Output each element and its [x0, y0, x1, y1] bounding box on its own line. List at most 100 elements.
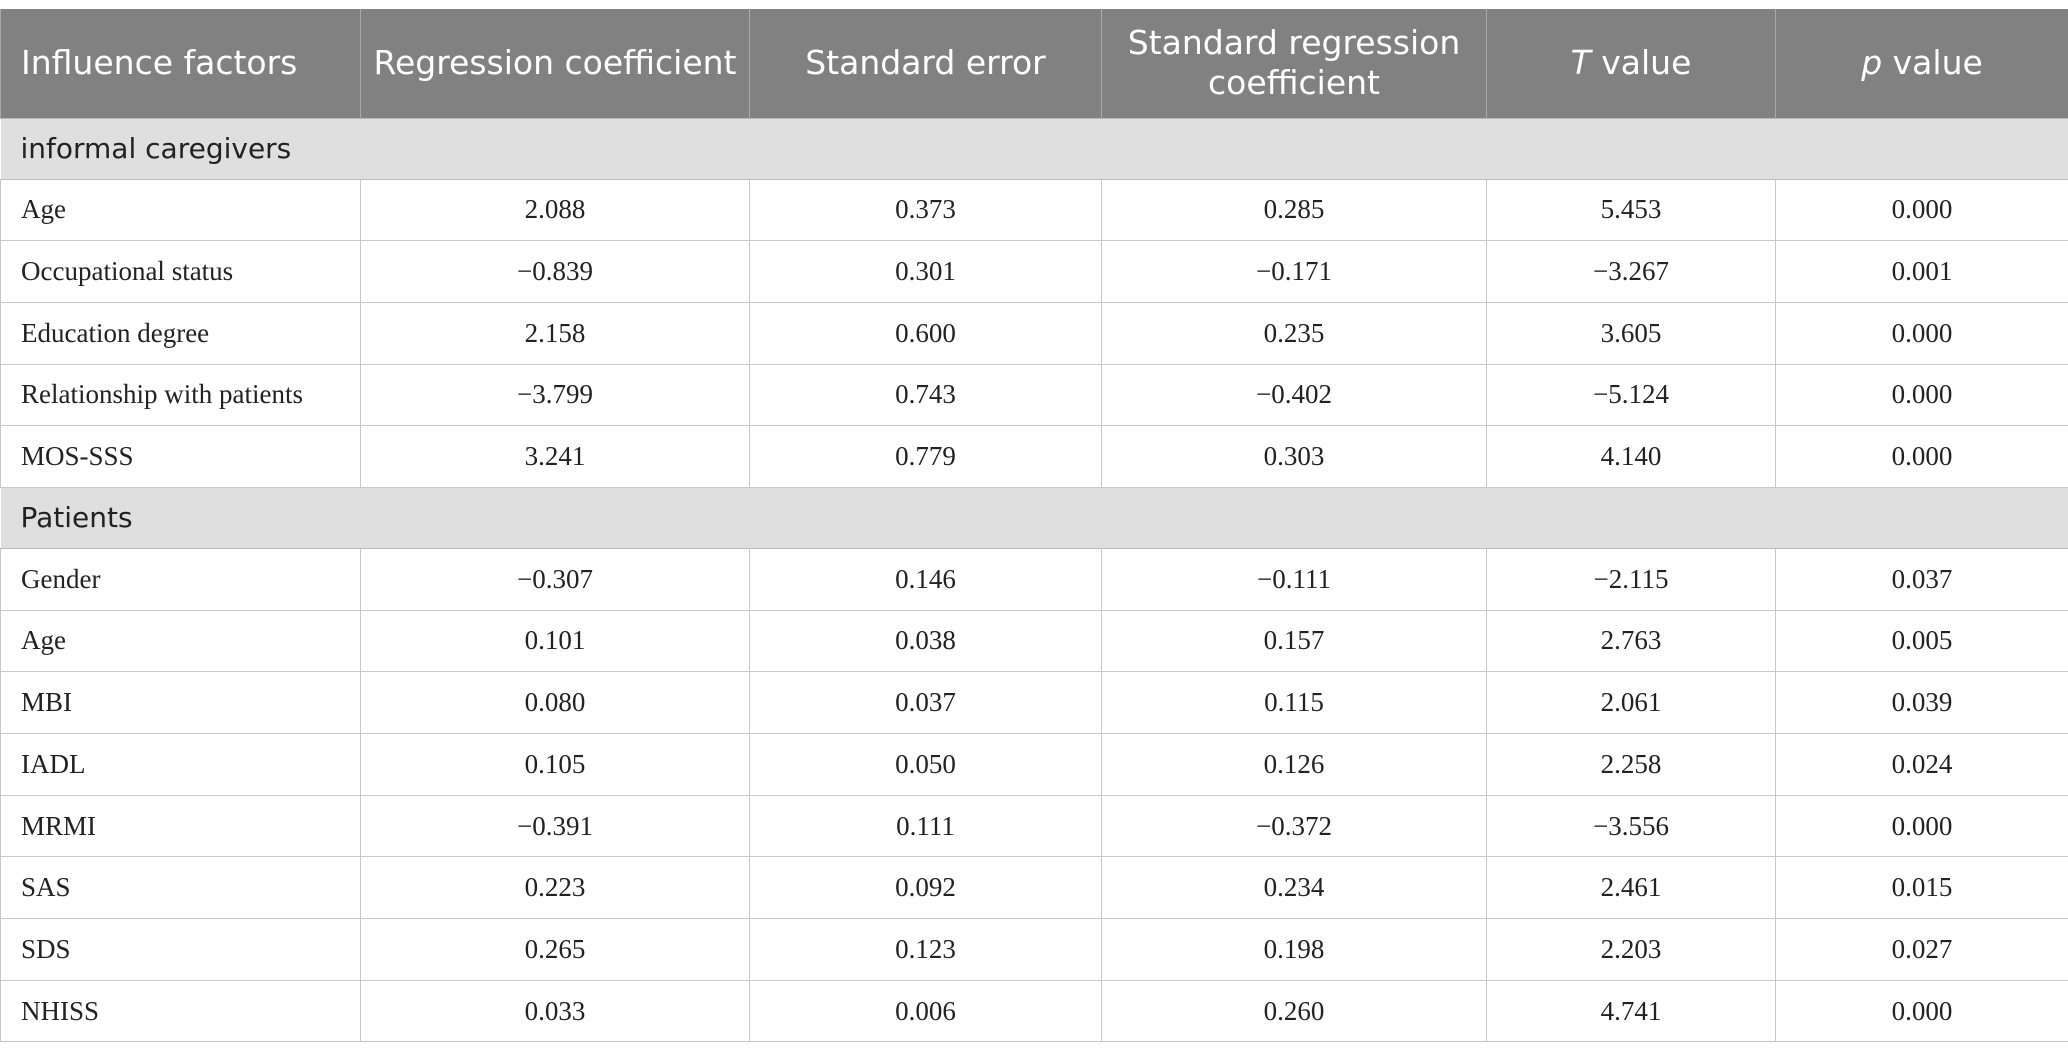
- cell-standard-error: 0.006: [749, 979, 1102, 1043]
- header-standard-regression-coefficient: Standard regression coefficient: [1101, 9, 1487, 118]
- cell-t-value: 3.605: [1486, 301, 1776, 365]
- cell-standard-error: 0.301: [749, 240, 1102, 303]
- cell-p-value: 0.015: [1775, 856, 2068, 920]
- cell-standard-error: 0.743: [749, 363, 1102, 427]
- header-p-label: value: [1882, 43, 1983, 83]
- table-row: NHISS 0.033 0.006 0.260 4.741 0.000: [0, 979, 2068, 1043]
- cell-influence-factor: Relationship with patients: [0, 363, 361, 427]
- cell-standard-regression-coefficient: −0.111: [1101, 547, 1487, 611]
- cell-regression-coefficient: 0.080: [360, 671, 750, 734]
- cell-t-value: 2.461: [1486, 856, 1776, 920]
- cell-t-value: 2.763: [1486, 609, 1776, 673]
- cell-standard-error: 0.373: [749, 178, 1102, 242]
- header-p-value: p value: [1775, 9, 2068, 118]
- cell-t-value: 4.140: [1486, 425, 1776, 488]
- cell-t-value: 2.258: [1486, 733, 1776, 796]
- cell-standard-error: 0.600: [749, 301, 1102, 365]
- cell-standard-regression-coefficient: 0.157: [1101, 609, 1487, 673]
- table-row: Relationship with patients −3.799 0.743 −0.…: [0, 363, 2068, 427]
- cell-p-value: 0.000: [1775, 794, 2068, 858]
- cell-p-value: 0.037: [1775, 547, 2068, 611]
- cell-standard-error: 0.779: [749, 425, 1102, 488]
- cell-standard-error: 0.038: [749, 609, 1102, 673]
- cell-p-value: 0.000: [1775, 178, 2068, 242]
- cell-influence-factor: MBI: [0, 671, 361, 734]
- cell-p-value: 0.005: [1775, 609, 2068, 673]
- cell-standard-regression-coefficient: 0.198: [1101, 918, 1487, 981]
- cell-influence-factor: NHISS: [0, 979, 361, 1043]
- cell-standard-error: 0.123: [749, 918, 1102, 981]
- cell-t-value: −3.556: [1486, 794, 1776, 858]
- cell-standard-error: 0.037: [749, 671, 1102, 734]
- cell-regression-coefficient: −0.391: [360, 794, 750, 858]
- cell-influence-factor: Age: [0, 609, 361, 673]
- cell-regression-coefficient: −3.799: [360, 363, 750, 427]
- table-body: informal caregivers Age 2.088 0.373 0.285 5.4…: [0, 117, 2068, 1043]
- cell-standard-regression-coefficient: 0.303: [1101, 425, 1487, 488]
- cell-standard-regression-coefficient: −0.402: [1101, 363, 1487, 427]
- cell-regression-coefficient: 3.241: [360, 425, 750, 488]
- cell-standard-regression-coefficient: −0.372: [1101, 794, 1487, 858]
- cell-standard-regression-coefficient: 0.126: [1101, 733, 1487, 796]
- cell-standard-regression-coefficient: 0.234: [1101, 856, 1487, 920]
- cell-standard-regression-coefficient: 0.235: [1101, 301, 1487, 365]
- header-influence-factors: Influence factors: [0, 9, 361, 118]
- header-t-label: value: [1590, 43, 1692, 83]
- cell-regression-coefficient: 2.158: [360, 301, 750, 365]
- table-row: Age 0.101 0.038 0.157 2.763 0.005: [0, 609, 2068, 673]
- cell-regression-coefficient: 2.088: [360, 178, 750, 242]
- cell-regression-coefficient: 0.101: [360, 609, 750, 673]
- cell-t-value: −3.267: [1486, 240, 1776, 303]
- section-title: informal caregivers: [0, 117, 2068, 180]
- header-p-symbol: p: [1861, 43, 1883, 83]
- cell-influence-factor: Gender: [0, 547, 361, 611]
- cell-influence-factor: Education degree: [0, 301, 361, 365]
- regression-table: Influence factors Regression coefficient…: [0, 9, 2068, 1043]
- table-row: MRMI −0.391 0.111 −0.372 −3.556 0.000: [0, 794, 2068, 858]
- cell-influence-factor: MOS-SSS: [0, 425, 361, 488]
- cell-p-value: 0.000: [1775, 979, 2068, 1043]
- cell-influence-factor: MRMI: [0, 794, 361, 858]
- table-row: SAS 0.223 0.092 0.234 2.461 0.015: [0, 856, 2068, 920]
- cell-regression-coefficient: −0.839: [360, 240, 750, 303]
- section-title: Patients: [0, 486, 2068, 549]
- cell-standard-error: 0.111: [749, 794, 1102, 858]
- cell-standard-error: 0.146: [749, 547, 1102, 611]
- header-standard-error: Standard error: [749, 9, 1102, 118]
- cell-standard-regression-coefficient: 0.285: [1101, 178, 1487, 242]
- cell-standard-error: 0.092: [749, 856, 1102, 920]
- cell-t-value: 2.061: [1486, 671, 1776, 734]
- table-row: Gender −0.307 0.146 −0.111 −2.115 0.037: [0, 547, 2068, 611]
- cell-p-value: 0.000: [1775, 363, 2068, 427]
- cell-influence-factor: SAS: [0, 856, 361, 920]
- cell-influence-factor: SDS: [0, 918, 361, 981]
- table-row: Occupational status −0.839 0.301 −0.171 −3.2…: [0, 240, 2068, 303]
- cell-influence-factor: Occupational status: [0, 240, 361, 303]
- cell-influence-factor: IADL: [0, 733, 361, 796]
- cell-regression-coefficient: 0.033: [360, 979, 750, 1043]
- cell-p-value: 0.000: [1775, 301, 2068, 365]
- cell-p-value: 0.001: [1775, 240, 2068, 303]
- header-row: Influence factors Regression coefficient…: [0, 9, 2068, 118]
- cell-influence-factor: Age: [0, 178, 361, 242]
- cell-standard-regression-coefficient: 0.260: [1101, 979, 1487, 1043]
- cell-standard-regression-coefficient: 0.115: [1101, 671, 1487, 734]
- table-row: Age 2.088 0.373 0.285 5.453 0.000: [0, 178, 2068, 242]
- table-row: SDS 0.265 0.123 0.198 2.203 0.027: [0, 918, 2068, 981]
- section-row: informal caregivers: [0, 117, 2068, 180]
- cell-regression-coefficient: −0.307: [360, 547, 750, 611]
- header-t-symbol: T: [1570, 43, 1591, 83]
- cell-t-value: −2.115: [1486, 547, 1776, 611]
- header-t-value: T value: [1486, 9, 1776, 118]
- cell-t-value: 5.453: [1486, 178, 1776, 242]
- header-regression-coefficient: Regression coefficient: [360, 9, 750, 118]
- table-row: Education degree 2.158 0.600 0.235 3.605 0.00…: [0, 301, 2068, 365]
- regression-table-container: Influence factors Regression coefficient…: [0, 9, 2068, 1043]
- cell-p-value: 0.024: [1775, 733, 2068, 796]
- cell-p-value: 0.027: [1775, 918, 2068, 981]
- cell-regression-coefficient: 0.223: [360, 856, 750, 920]
- cell-t-value: 2.203: [1486, 918, 1776, 981]
- cell-standard-error: 0.050: [749, 733, 1102, 796]
- cell-p-value: 0.039: [1775, 671, 2068, 734]
- cell-standard-regression-coefficient: −0.171: [1101, 240, 1487, 303]
